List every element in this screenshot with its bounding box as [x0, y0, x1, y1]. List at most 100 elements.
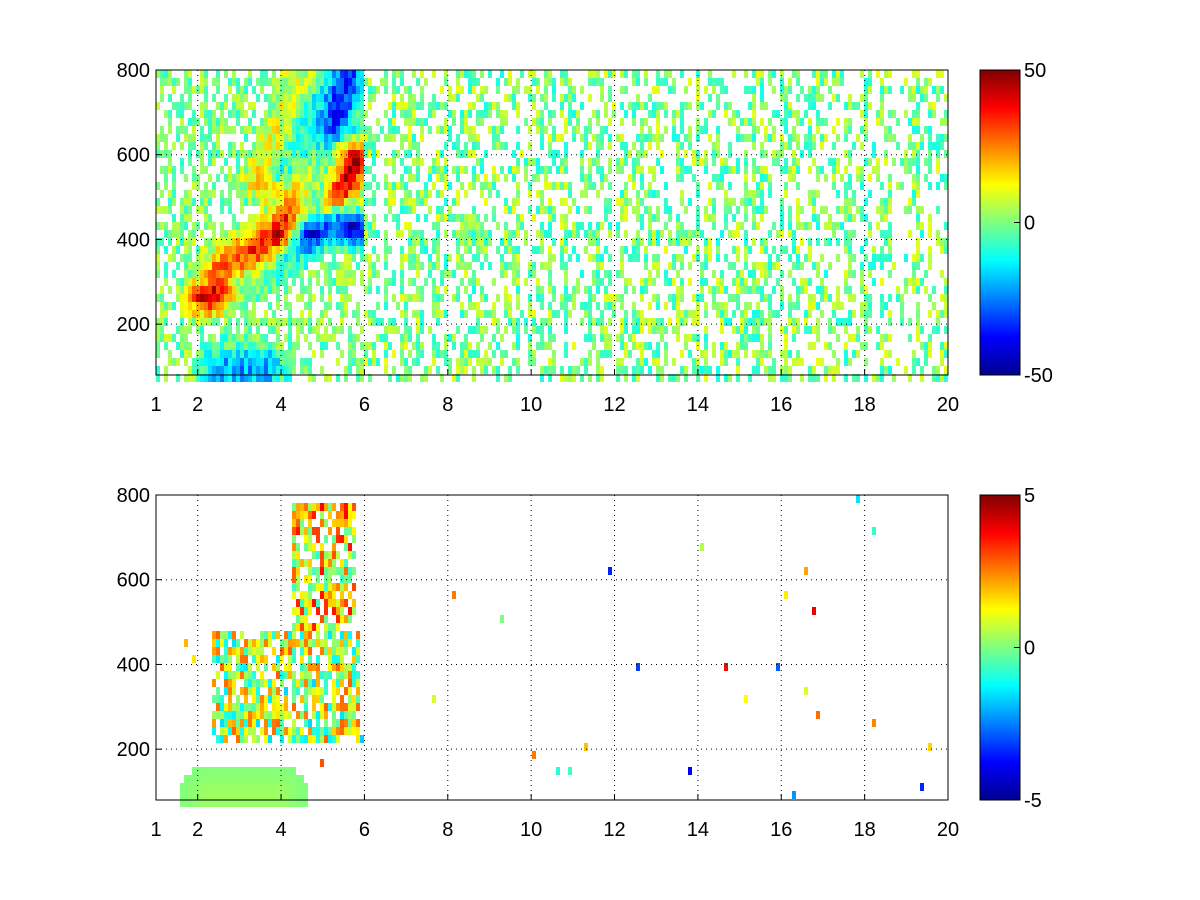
- heatmap-cell: [168, 150, 172, 158]
- heatmap-cell: [308, 679, 312, 687]
- heatmap-cell: [260, 278, 264, 286]
- heatmap-cell: [512, 270, 516, 278]
- heatmap-cell: [208, 174, 212, 182]
- heatmap-cell: [324, 166, 328, 174]
- heatmap-cell: [888, 110, 892, 118]
- heatmap-cell: [268, 350, 272, 358]
- heatmap-cell: [284, 166, 288, 174]
- heatmap-cell: [316, 254, 320, 262]
- heatmap-cell: [200, 302, 204, 310]
- heatmap-cell: [928, 102, 932, 110]
- heatmap-cell: [296, 150, 300, 158]
- heatmap-cell: [284, 214, 288, 222]
- heatmap-cell: [208, 286, 212, 294]
- heatmap-cell: [312, 663, 316, 671]
- heatmap-cell: [484, 254, 488, 262]
- heatmap-cell: [708, 238, 712, 246]
- heatmap-cell: [284, 791, 288, 799]
- heatmap-cell: [228, 126, 232, 134]
- heatmap-cell: [260, 254, 264, 262]
- heatmap-cell: [328, 126, 332, 134]
- heatmap-cell: [564, 126, 568, 134]
- heatmap-cell: [156, 374, 160, 382]
- heatmap-cell: [216, 639, 220, 647]
- heatmap-cell: [476, 222, 480, 230]
- heatmap-cell: [256, 639, 260, 647]
- heatmap-cell: [240, 142, 244, 150]
- heatmap-cell: [936, 142, 940, 150]
- heatmap-cell: [328, 246, 332, 254]
- heatmap-cell: [332, 647, 336, 655]
- heatmap-cell: [676, 374, 680, 382]
- heatmap-cell: [316, 711, 320, 719]
- heatmap-cell: [260, 262, 264, 270]
- heatmap-cell: [256, 799, 260, 807]
- heatmap-cell: [724, 198, 728, 206]
- heatmap-cell: [304, 254, 308, 262]
- heatmap-cell: [424, 214, 428, 222]
- heatmap-cell: [336, 78, 340, 86]
- heatmap-cell: [860, 286, 864, 294]
- heatmap-cell: [328, 631, 332, 639]
- heatmap-cell: [360, 158, 364, 166]
- heatmap-cell: [344, 727, 348, 735]
- heatmap-cell: [348, 110, 352, 118]
- heatmap-cell: [512, 326, 516, 334]
- heatmap-cell: [300, 246, 304, 254]
- heatmap-cell: [884, 214, 888, 222]
- heatmap-cell: [824, 238, 828, 246]
- heatmap-cell: [292, 246, 296, 254]
- heatmap-cell: [232, 687, 236, 695]
- heatmap-cell: [860, 302, 864, 310]
- heatmap-cell: [472, 70, 476, 78]
- heatmap-cell: [680, 278, 684, 286]
- heatmap-cell: [204, 246, 208, 254]
- heatmap-cell: [624, 86, 628, 94]
- heatmap-cell: [308, 310, 312, 318]
- heatmap-cell: [588, 158, 592, 166]
- heatmap-cell: [260, 158, 264, 166]
- heatmap-cell: [304, 110, 308, 118]
- heatmap-cell: [412, 94, 416, 102]
- heatmap-cell: [260, 142, 264, 150]
- heatmap-cell: [600, 126, 604, 134]
- heatmap-cell: [912, 94, 916, 102]
- heatmap-cell: [720, 310, 724, 318]
- heatmap-cell: [204, 342, 208, 350]
- heatmap-cell: [248, 126, 252, 134]
- heatmap-cell: [516, 278, 520, 286]
- heatmap-cell: [292, 318, 296, 326]
- heatmap-cell: [360, 342, 364, 350]
- heatmap-cell: [636, 230, 640, 238]
- heatmap-cell: [480, 366, 484, 374]
- heatmap-cell: [340, 615, 344, 623]
- heatmap-cell: [924, 342, 928, 350]
- heatmap-cell: [784, 358, 788, 366]
- heatmap-cell: [492, 142, 496, 150]
- heatmap-cell: [216, 126, 220, 134]
- heatmap-cell: [724, 166, 728, 174]
- heatmap-cell: [452, 166, 456, 174]
- heatmap-cell: [388, 318, 392, 326]
- heatmap-cell: [476, 214, 480, 222]
- heatmap-cell: [452, 110, 456, 118]
- heatmap-cell: [184, 286, 188, 294]
- heatmap-cell: [680, 126, 684, 134]
- heatmap-cell: [944, 366, 948, 374]
- heatmap-cell: [496, 102, 500, 110]
- heatmap-cell: [356, 182, 360, 190]
- heatmap-cell: [332, 110, 336, 118]
- heatmap-cell: [540, 374, 544, 382]
- heatmap-cell: [284, 334, 288, 342]
- heatmap-cell: [864, 110, 868, 118]
- heatmap-cell: [652, 294, 656, 302]
- heatmap-cell: [236, 350, 240, 358]
- heatmap-cell: [320, 214, 324, 222]
- heatmap-cell: [472, 230, 476, 238]
- heatmap-cell: [752, 118, 756, 126]
- heatmap-cell: [512, 102, 516, 110]
- heatmap-cell: [380, 334, 384, 342]
- heatmap-cell: [228, 174, 232, 182]
- heatmap-cell: [248, 366, 252, 374]
- heatmap-cell: [236, 102, 240, 110]
